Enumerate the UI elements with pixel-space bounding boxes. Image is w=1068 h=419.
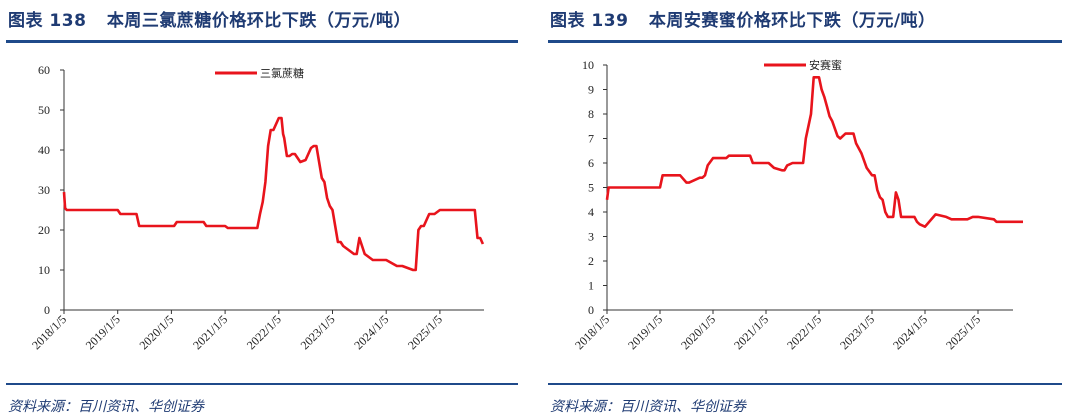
x-tick-label: 2021/1/5 — [190, 312, 230, 352]
chart-number: 138 — [49, 11, 87, 31]
y-tick-label: 6 — [588, 156, 594, 170]
chart-panel-sucralose: 图表 138 本周三氯蔗糖价格环比下跌（万元/吨） 0 10 20 30 40 50 60 2… — [6, 6, 518, 415]
title-divider — [6, 40, 518, 43]
y-tick-label: 0 — [44, 303, 50, 317]
y-tick-label: 10 — [38, 263, 50, 277]
x-tick-label: 2021/1/5 — [731, 312, 771, 352]
x-tick-label: 2018/1/5 — [572, 312, 612, 352]
x-tick-label: 2022/1/5 — [244, 312, 284, 352]
x-tick-label: 2023/1/5 — [298, 312, 338, 352]
line-chart-sucralose: 0 10 20 30 40 50 60 2018/1/5 2019/1/5 2020/1/5 202… — [29, 63, 485, 352]
chart-title: 图表 138 本周三氯蔗糖价格环比下跌（万元/吨） — [8, 6, 411, 31]
source-note: 资料来源：百川资讯、华创证券 — [8, 399, 204, 415]
x-tick-label: 2025/1/5 — [943, 312, 983, 352]
y-tick-label: 3 — [588, 230, 594, 244]
source-note: 资料来源：百川资讯、华创证券 — [550, 399, 746, 415]
x-tick-label: 2025/1/5 — [405, 312, 445, 352]
x-tick-label: 2024/1/5 — [890, 312, 930, 352]
x-tick-label: 2023/1/5 — [837, 312, 877, 352]
y-tick-label: 40 — [38, 143, 50, 157]
x-tick-label: 2020/1/5 — [136, 312, 176, 352]
x-tick-label: 2018/1/5 — [29, 312, 69, 352]
source-divider — [6, 383, 518, 385]
y-tick-label: 1 — [588, 279, 594, 293]
x-tick-label: 2019/1/5 — [83, 312, 123, 352]
y-tick-label: 9 — [588, 83, 594, 97]
y-tick-label: 0 — [588, 303, 594, 317]
series-line — [605, 76, 1023, 228]
y-tick-label: 8 — [588, 107, 594, 121]
line-chart-acesulfame: 0 1 2 3 4 5 6 7 8 9 10 2018/1/5 2019/1/5 2020/1/5 2021… — [572, 58, 1023, 352]
chart-title-prefix: 图表 — [8, 11, 43, 31]
y-tick-label: 5 — [588, 181, 594, 195]
y-tick-label: 4 — [588, 205, 594, 219]
y-tick-label: 60 — [38, 63, 50, 77]
legend-label: 三氯蔗糖 — [260, 66, 304, 80]
chart-title-text: 本周安赛蜜价格环比下跌（万元/吨） — [648, 11, 936, 31]
x-tick-label: 2019/1/5 — [625, 312, 665, 352]
y-tick-label: 7 — [588, 132, 594, 146]
y-tick-label: 30 — [38, 183, 50, 197]
chart-title-prefix: 图表 — [550, 11, 585, 31]
legend-label: 安赛蜜 — [809, 58, 842, 72]
y-tick-label: 20 — [38, 223, 50, 237]
chart-title: 图表 139 本周安赛蜜价格环比下跌（万元/吨） — [550, 6, 936, 31]
x-tick-label: 2024/1/5 — [351, 312, 391, 352]
y-tick-label: 50 — [38, 103, 50, 117]
chart-title-text: 本周三氯蔗糖价格环比下跌（万元/吨） — [106, 11, 412, 31]
x-tick-label: 2020/1/5 — [678, 312, 718, 352]
title-divider — [548, 40, 1062, 43]
source-divider — [548, 383, 1062, 385]
y-tick-label: 10 — [582, 58, 594, 72]
chart-panel-acesulfame: 图表 139 本周安赛蜜价格环比下跌（万元/吨） 0 1 2 3 4 5 6 7 8 9 10 201… — [534, 0, 1068, 419]
y-tick-label: 2 — [588, 254, 594, 268]
chart-number: 139 — [591, 11, 629, 31]
x-tick-label: 2022/1/5 — [784, 312, 824, 352]
series-line — [62, 116, 485, 272]
